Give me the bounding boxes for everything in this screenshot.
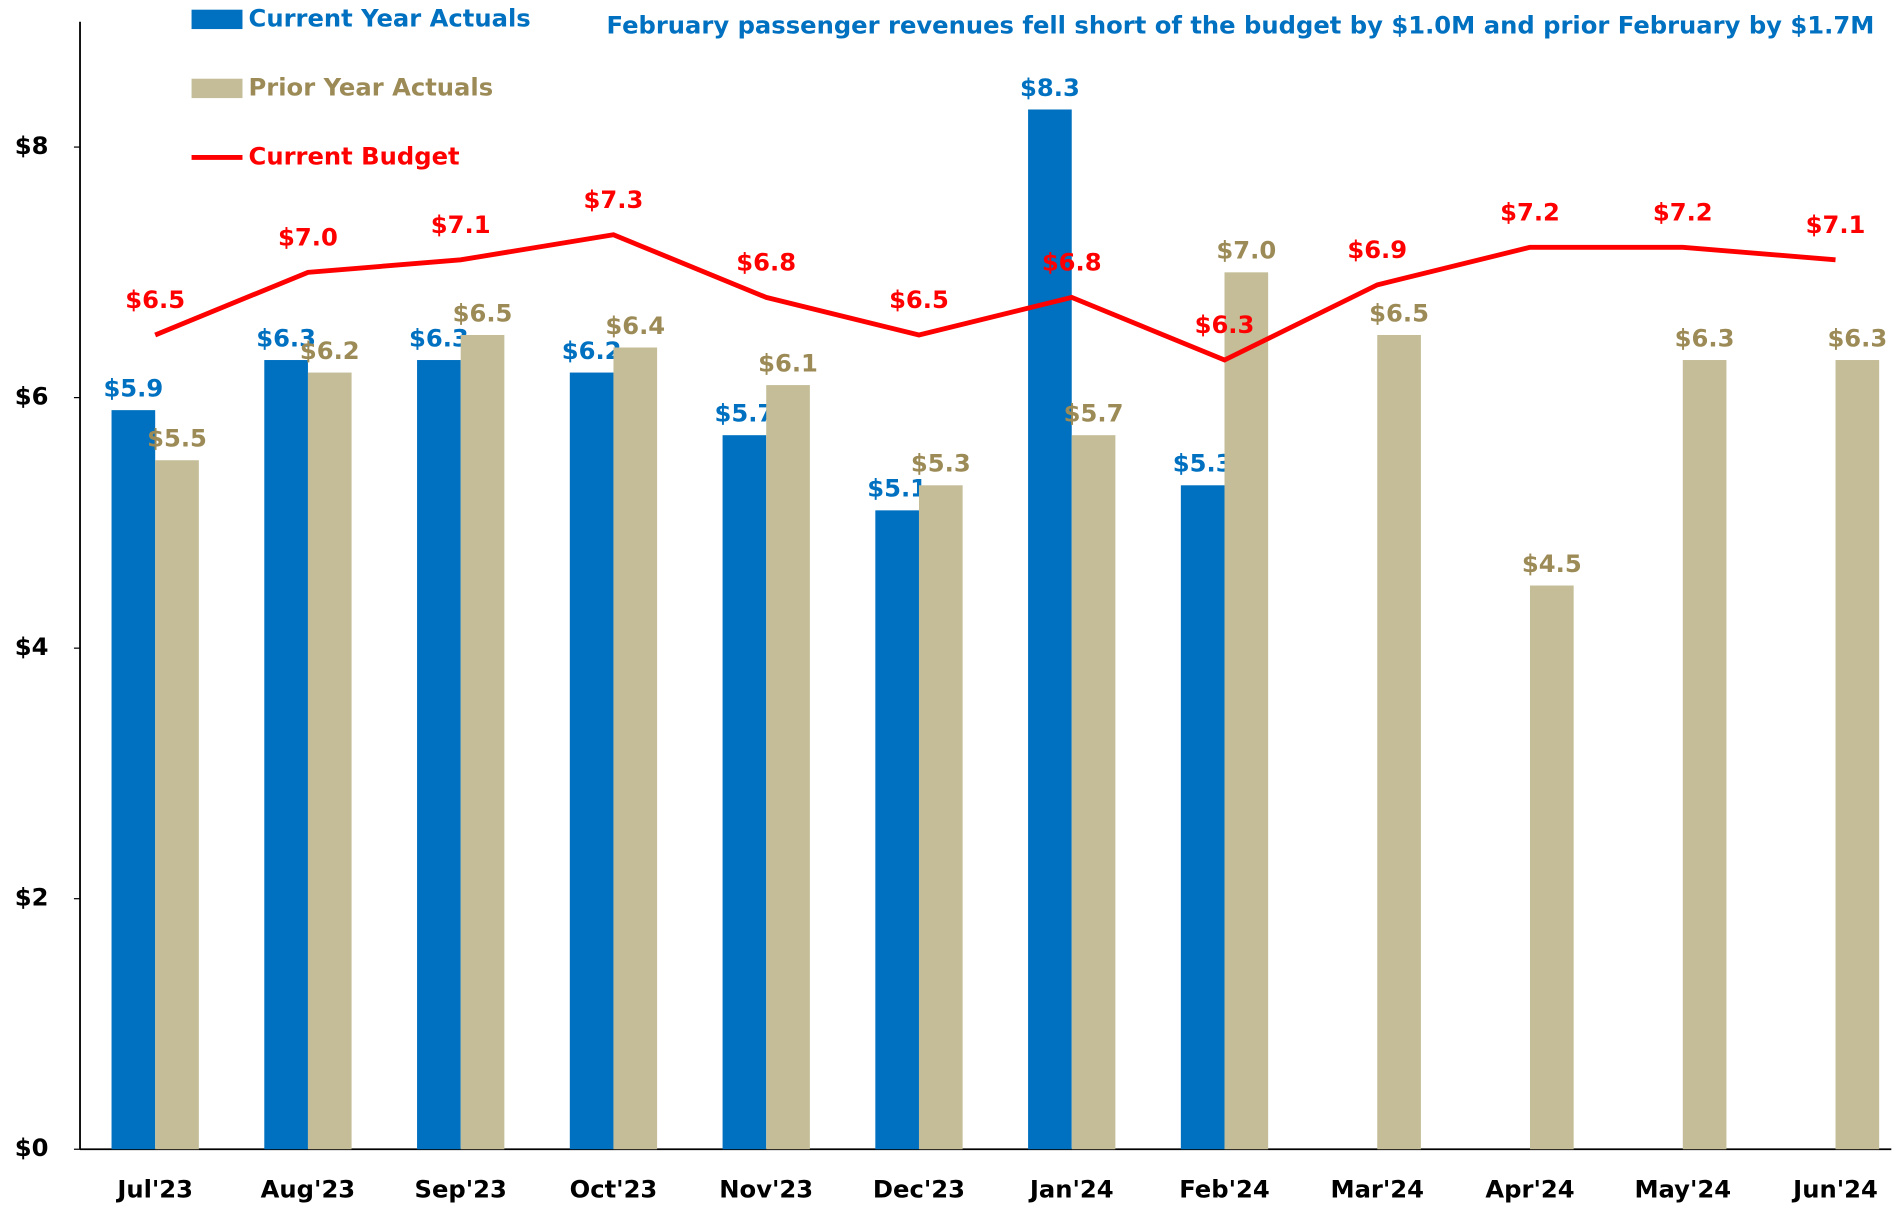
value-label: $6.5 — [125, 286, 185, 314]
x-tick-label: Jul'23 — [115, 1175, 193, 1203]
bar — [569, 372, 614, 1150]
x-tick-label: Apr'24 — [1485, 1175, 1574, 1203]
value-label: $6.3 — [409, 324, 469, 352]
bar — [264, 360, 308, 1150]
value-label: $7.1 — [1806, 211, 1866, 239]
x-tick-label: Feb'24 — [1179, 1175, 1270, 1203]
x-tick-label: Oct'23 — [570, 1175, 658, 1203]
value-label: $6.3 — [1675, 324, 1735, 352]
legend-label: Prior Year Actuals — [249, 73, 494, 101]
bar — [875, 510, 919, 1150]
value-label: $7.1 — [431, 211, 491, 239]
x-tick-label: Jan'24 — [1028, 1175, 1114, 1203]
bar — [722, 435, 767, 1150]
value-label: $5.7 — [714, 400, 774, 428]
y-tick-label: $4 — [15, 633, 49, 661]
bar — [1530, 585, 1574, 1150]
x-tick-label: May'24 — [1634, 1175, 1731, 1203]
value-label: $6.5 — [453, 299, 513, 327]
value-label: $6.3 — [1195, 311, 1255, 339]
legend-label: Current Budget — [249, 142, 460, 170]
value-label: $7.0 — [1216, 237, 1276, 265]
y-tick-label: $8 — [15, 132, 49, 160]
bar — [155, 460, 199, 1150]
value-label: $5.3 — [1173, 450, 1233, 478]
value-label: $6.2 — [562, 337, 622, 365]
bar — [766, 385, 810, 1150]
bar — [1835, 360, 1880, 1150]
annotation: February passenger revenues fell short o… — [607, 12, 1875, 40]
bar — [307, 372, 352, 1150]
value-label: $6.5 — [889, 286, 949, 314]
value-label: $6.9 — [1347, 236, 1407, 264]
bar — [460, 334, 505, 1150]
value-label: $4.5 — [1522, 550, 1582, 578]
value-label: $5.9 — [103, 375, 163, 403]
bar — [1180, 485, 1225, 1150]
x-tick-label: Dec'23 — [873, 1175, 965, 1203]
value-label: $5.5 — [147, 425, 207, 453]
value-label: $6.2 — [300, 337, 360, 365]
bar — [111, 410, 156, 1150]
value-label: $5.1 — [867, 475, 927, 503]
bar — [417, 360, 461, 1150]
value-label: $6.3 — [256, 324, 316, 352]
bar — [1224, 272, 1269, 1150]
legend-swatch — [191, 9, 243, 30]
value-label: $6.4 — [605, 312, 665, 340]
value-label: $7.0 — [278, 223, 338, 251]
value-label: $7.3 — [584, 186, 644, 214]
value-label: $5.7 — [1064, 400, 1124, 428]
bar — [1682, 360, 1727, 1150]
bar — [1028, 109, 1072, 1150]
bar — [1377, 334, 1421, 1150]
value-label: $6.8 — [736, 248, 796, 276]
x-tick-label: Nov'23 — [719, 1175, 813, 1203]
x-tick-label: Aug'23 — [261, 1175, 356, 1203]
legend-label: Current Year Actuals — [249, 4, 531, 32]
value-label: $5.3 — [911, 450, 971, 478]
y-tick-label: $0 — [15, 1134, 49, 1162]
value-label: $8.3 — [1020, 74, 1080, 102]
bar — [918, 485, 963, 1150]
value-label: $6.5 — [1369, 299, 1429, 327]
bar — [613, 347, 658, 1150]
x-tick-label: Mar'24 — [1330, 1175, 1424, 1203]
value-label: $7.2 — [1653, 198, 1713, 226]
y-tick-label: $2 — [15, 884, 49, 912]
x-tick-label: Jun'24 — [1791, 1175, 1878, 1203]
budget-line — [154, 232, 1836, 363]
y-tick-label: $6 — [15, 383, 49, 411]
bar — [1071, 435, 1116, 1150]
x-tick-label: Sep'23 — [415, 1175, 507, 1203]
value-label: $6.1 — [758, 350, 818, 378]
value-label: $6.8 — [1042, 248, 1102, 276]
value-label: $7.2 — [1500, 198, 1560, 226]
value-label: $6.3 — [1827, 324, 1887, 352]
legend-swatch — [191, 78, 243, 99]
